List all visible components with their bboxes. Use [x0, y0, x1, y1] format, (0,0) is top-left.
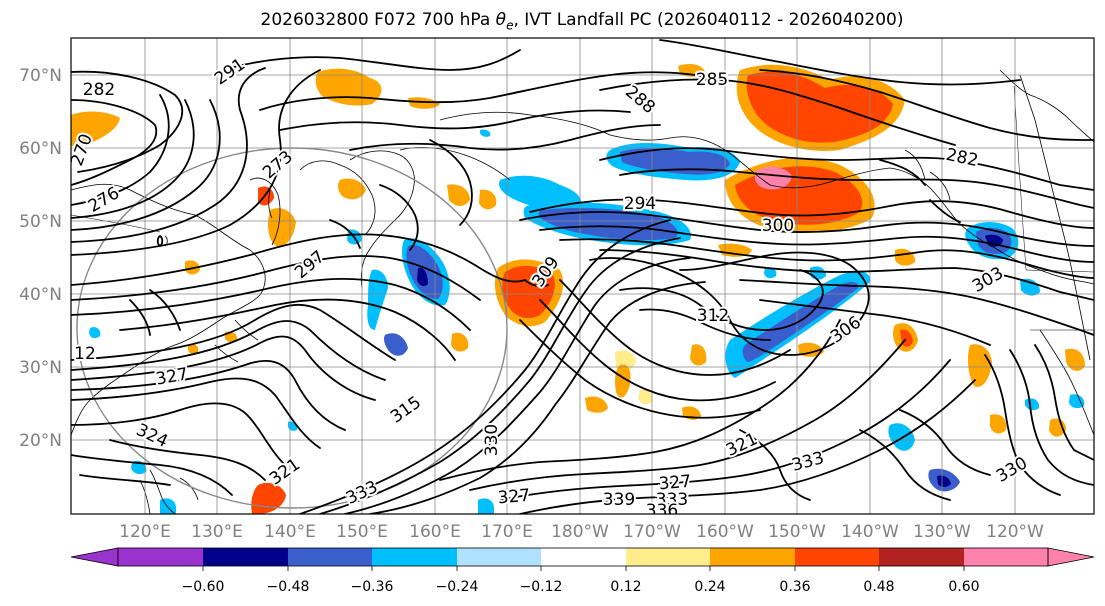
contour-label: 339 [603, 490, 635, 510]
colorbar-tick-label: 0.60 [948, 579, 979, 595]
contour-label: 300 [762, 216, 794, 236]
contour-label: 330 [482, 424, 502, 456]
lat-label: 60°N [19, 139, 62, 159]
colorbar: −0.60 −0.48 −0.36 −0.24 −0.12 0.12 0.24 … [70, 547, 1095, 595]
title-suffix: , IVT Landfall PC (2026040112 - 20260402… [513, 10, 904, 30]
colorbar-segment [457, 548, 541, 566]
colorbar-tick-label: 0.24 [694, 579, 725, 595]
colorbar-segment [879, 548, 964, 566]
colorbar-tick-label: −0.12 [520, 579, 563, 595]
lon-label: 130°W [913, 522, 971, 542]
lon-label: 130°E [191, 522, 243, 542]
contour-label: 12 [74, 344, 96, 364]
colorbar-tick-label: −0.60 [182, 579, 225, 595]
pc-shading-positive [71, 64, 1085, 514]
colorbar-tick-label: 0.48 [863, 579, 894, 595]
contour-label: 327 [497, 486, 531, 509]
colorbar-tick-label: 0.12 [610, 579, 641, 595]
colorbar-frame [117, 547, 1049, 567]
lat-label: 40°N [19, 285, 62, 305]
contour-label: 294 [624, 194, 656, 214]
title-symbol: θ [495, 10, 507, 30]
lon-label: 160°E [409, 522, 461, 542]
pc-shading-negative [89, 129, 1085, 514]
contour-label: 333 [656, 490, 688, 510]
lon-label: 180°W [551, 522, 609, 542]
colorbar-tick-label: −0.36 [351, 579, 394, 595]
colorbar-segment [710, 548, 795, 566]
contour-label: 327 [658, 472, 692, 495]
latitude-axis: 70°N 60°N 50°N 40°N 30°N 20°N [19, 66, 62, 451]
map-title: 2026032800 F072 700 hPa θe, IVT Landfall… [0, 10, 1105, 32]
lon-label: 150°E [336, 522, 388, 542]
lon-label: 120°W [986, 522, 1044, 542]
lon-label: 140°E [264, 522, 316, 542]
country-borders [71, 85, 1094, 331]
lat-label: 70°N [19, 66, 62, 86]
colorbar-segment [795, 548, 879, 566]
map-frame [70, 37, 1095, 515]
lat-label: 50°N [19, 212, 62, 232]
contour-label: 285 [696, 70, 728, 90]
colorbar-segment [541, 548, 626, 566]
colorbar-tick-label: 0.36 [779, 579, 810, 595]
colorbar-segment [288, 548, 372, 566]
colorbar-extend-max [1047, 547, 1095, 567]
colorbar-extend-min [70, 547, 119, 567]
colorbar-ticks [202, 566, 965, 571]
lon-label: 170°W [623, 522, 681, 542]
lat-label: 20°N [19, 431, 62, 451]
contour-label: 336 [646, 501, 678, 521]
lon-label: 160°W [696, 522, 754, 542]
longitude-axis: 120°E 130°E 140°E 150°E 160°E 170°E 180°… [119, 522, 1044, 542]
lat-label: 30°N [19, 358, 62, 378]
landfall-region-circle [76, 147, 508, 509]
lon-label: 140°W [841, 522, 899, 542]
lon-label: 170°E [481, 522, 533, 542]
contour-label: 312 [697, 306, 729, 326]
title-prefix: 2026032800 F072 700 hPa [260, 10, 496, 30]
colorbar-segment [203, 548, 288, 566]
lon-label: 150°W [768, 522, 826, 542]
lon-label: 120°E [119, 522, 171, 542]
colorbar-tick-label: −0.24 [436, 579, 479, 595]
colorbar-tick-label: −0.48 [267, 579, 310, 595]
colorbar-segment [964, 548, 1048, 566]
colorbar-tick-labels: −0.60 −0.48 −0.36 −0.24 −0.12 0.12 0.24 … [182, 579, 980, 595]
title-symbol-subscript: e [506, 18, 514, 33]
theta-e-contours [71, 39, 1094, 514]
colorbar-segment [118, 548, 203, 566]
contour-label: 282 [83, 80, 115, 100]
colorbar-segment [372, 548, 457, 566]
colorbar-segment [626, 548, 710, 566]
